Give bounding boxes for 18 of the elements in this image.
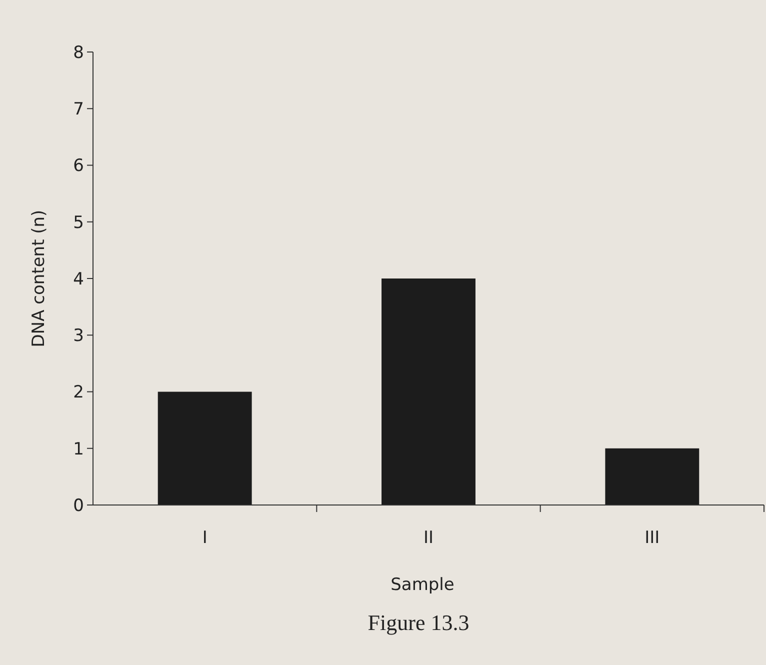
y-tick-label: 0 [73, 496, 84, 516]
x-tick-label: II [423, 528, 434, 548]
y-tick-label: 1 [73, 439, 84, 460]
y-axis-title: DNA content (n) [29, 210, 49, 348]
bar [382, 278, 476, 505]
y-tick-label: 3 [73, 326, 84, 346]
y-tick-label: 5 [73, 212, 84, 233]
y-tick-label: 2 [73, 382, 84, 403]
bar [158, 392, 252, 505]
x-tick-label: I [202, 528, 208, 548]
y-tick-label: 6 [73, 156, 84, 176]
x-tick-label: III [644, 528, 660, 548]
y-tick-label: 7 [73, 100, 84, 120]
x-axis-title: Sample [390, 575, 454, 595]
text: Figure 13.3 [368, 610, 470, 635]
bar [605, 448, 700, 505]
y-tick-label: 4 [73, 269, 84, 290]
y-tick-label: 8 [73, 42, 84, 63]
